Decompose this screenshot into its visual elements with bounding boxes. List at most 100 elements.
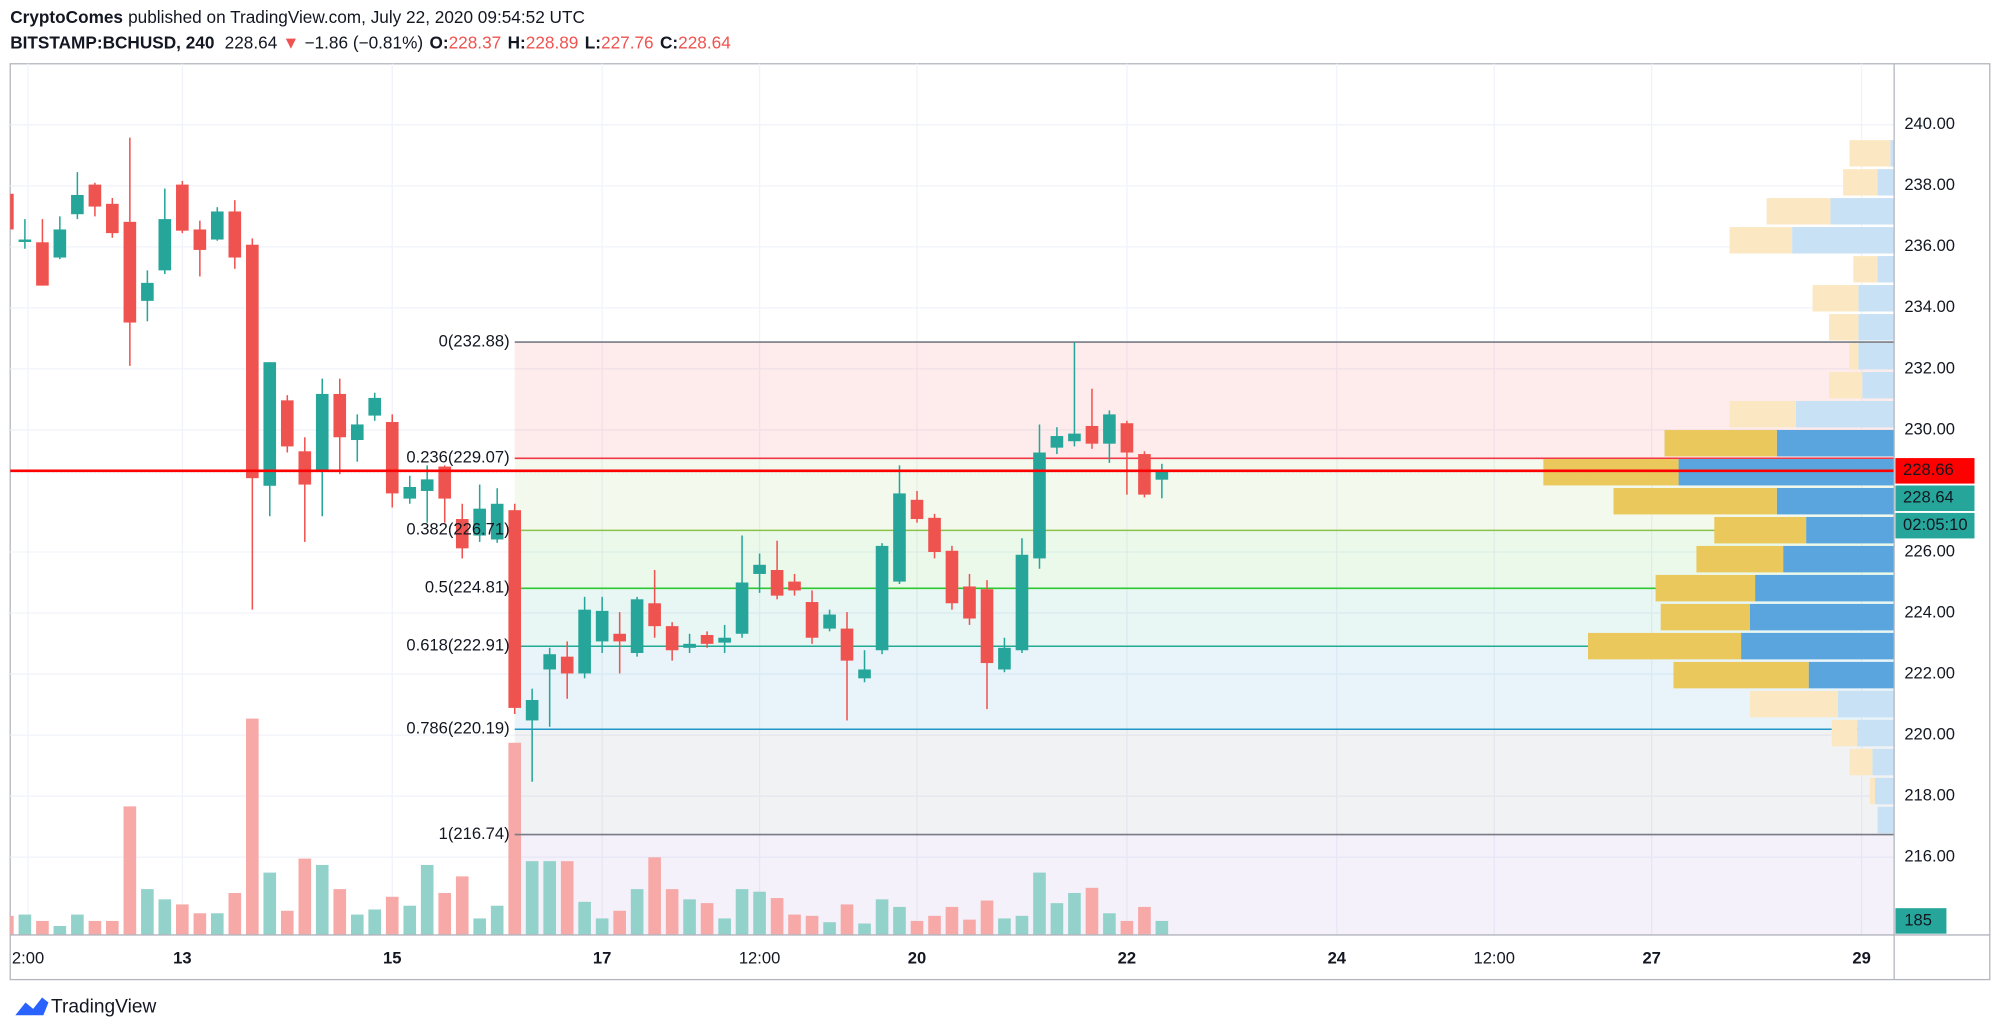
- candle-body: [420, 479, 434, 491]
- candle-body: [176, 184, 189, 231]
- volume-bar: [438, 892, 452, 935]
- candle-body: [18, 239, 32, 242]
- y-tick-label: 230.00: [1904, 419, 1955, 438]
- profile-down-bar: [1749, 690, 1839, 718]
- profile-down-bar: [1664, 429, 1777, 457]
- y-tick-label: 236.00: [1904, 236, 1955, 255]
- logo: [15, 997, 49, 1016]
- symbol-line: BITSTAMP:BCHUSD, 240 228.64 ▼ −1.86 (−0.81%…: [10, 32, 731, 52]
- profile-up-bar: [1776, 429, 1895, 457]
- volume-bar: [543, 861, 556, 935]
- low-label: L:: [585, 32, 601, 52]
- profile-down-bar: [1714, 516, 1807, 544]
- profile-up-bar: [1808, 661, 1895, 689]
- profile-down-bar: [1588, 632, 1742, 660]
- x-tick-label: 20: [908, 949, 926, 968]
- volume-bar: [945, 906, 959, 935]
- volume-bar: [753, 891, 766, 935]
- candle-body: [158, 219, 172, 271]
- volume-bar: [858, 923, 871, 935]
- volume-bar: [1068, 892, 1081, 935]
- candle-body: [1068, 433, 1081, 442]
- profile-down-bar: [1869, 777, 1875, 805]
- volume: [10, 718, 1169, 935]
- volume-bar: [560, 861, 574, 935]
- volume-bar: [10, 915, 14, 935]
- candle-body: [1050, 436, 1064, 448]
- candle-body: [735, 582, 749, 634]
- y-tick-label: 238.00: [1904, 175, 1955, 194]
- candle-body: [980, 589, 994, 664]
- profile-up-bar: [1741, 632, 1895, 660]
- volume-bar: [770, 898, 784, 935]
- y-tick-label: 240.00: [1904, 114, 1955, 133]
- candle-body: [543, 654, 556, 670]
- publish-line: CryptoComes published on TradingView.com,…: [10, 6, 585, 26]
- profile-up-bar: [1838, 690, 1895, 718]
- fib-band: [514, 342, 1895, 459]
- volume-bar: [1050, 903, 1064, 935]
- countdown-label: 02:05:10: [1903, 515, 1968, 534]
- publisher: CryptoComes: [10, 6, 123, 26]
- candle-body: [10, 193, 14, 230]
- candle-body: [246, 244, 259, 479]
- last-price-label: 228.64: [1903, 488, 1954, 507]
- volume-bar: [123, 806, 137, 935]
- profile-down-bar: [1849, 748, 1873, 776]
- volume-bar: [980, 900, 994, 935]
- fib-label: 0.236(229.07): [406, 448, 509, 467]
- volume-bar: [158, 899, 172, 935]
- volume-bar: [998, 918, 1011, 935]
- candle-body: [455, 519, 469, 549]
- x-tick-label: 12:00: [1474, 949, 1516, 968]
- price-lines: [10, 469, 1895, 473]
- high-label: H:: [508, 32, 526, 52]
- profile-down-bar: [1829, 372, 1863, 399]
- chart-frame: [9, 63, 1991, 981]
- profile-up-bar: [1783, 545, 1895, 573]
- candle-body: [368, 397, 382, 416]
- candle-body: [1120, 423, 1134, 453]
- profile-up-bar: [1776, 487, 1895, 515]
- candle-body: [210, 211, 224, 240]
- candles: [10, 137, 1169, 782]
- candle-body: [141, 282, 154, 301]
- candle-body: [508, 510, 522, 708]
- candle-body: [753, 564, 766, 574]
- x-tick-label: 15: [383, 949, 401, 968]
- candle-body: [998, 647, 1011, 670]
- volume-bar: [333, 889, 347, 935]
- candle-body: [858, 669, 871, 679]
- y-tick-label: 220.00: [1904, 724, 1955, 743]
- countdown-label-box: [1895, 512, 1975, 539]
- profile-down-bar: [1613, 487, 1777, 515]
- fib-band: [514, 729, 1895, 835]
- profile-down-bar: [1829, 314, 1859, 341]
- profile-up-bar: [1890, 140, 1895, 167]
- x-tick-label: 24: [1328, 949, 1347, 968]
- volume-label: 185: [1904, 910, 1932, 929]
- volume-bar: [578, 901, 591, 935]
- volume-bar: [420, 864, 434, 935]
- profile-down-bar: [1673, 661, 1809, 689]
- profile-up-bar: [1857, 719, 1895, 747]
- volume-bar: [963, 919, 976, 935]
- volume-bar: [263, 872, 277, 935]
- volume-bar: [525, 861, 539, 935]
- candle-body: [263, 362, 277, 486]
- volume-bar: [280, 910, 294, 935]
- volume-bar: [490, 905, 504, 935]
- x-tick-label: 29: [1852, 949, 1870, 968]
- volume-bar: [893, 906, 906, 935]
- candle-body: [578, 609, 591, 674]
- volume-bar: [368, 909, 382, 935]
- candle-body: [928, 517, 941, 552]
- candle-body: [1085, 425, 1099, 444]
- close-value: 228.64: [678, 32, 731, 52]
- profile-up-bar: [1858, 343, 1895, 370]
- candle-body: [648, 603, 661, 627]
- volume-bar: [1138, 906, 1151, 935]
- profile-down-bar: [1696, 545, 1784, 573]
- fib-label: 1(216.74): [439, 824, 510, 843]
